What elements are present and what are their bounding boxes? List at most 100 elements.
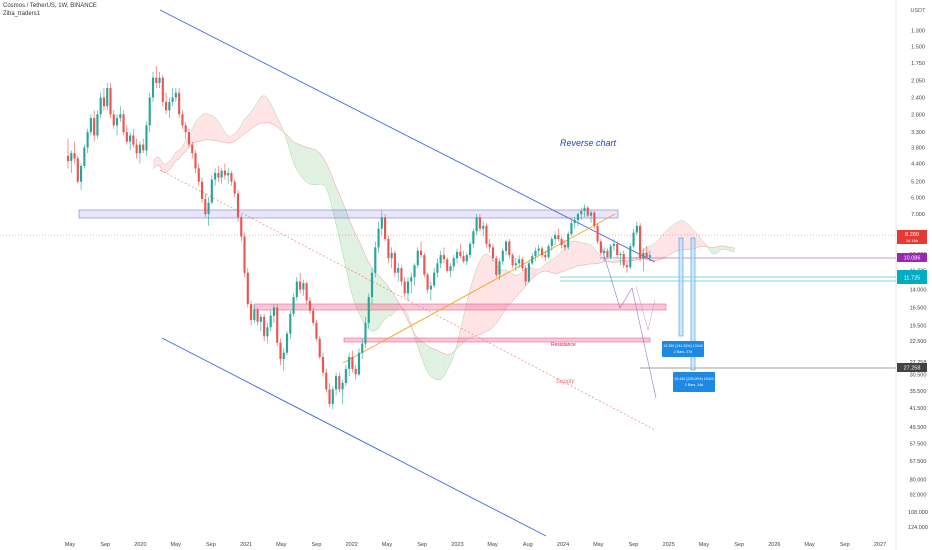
cloud-segment xyxy=(731,247,735,252)
candle-body xyxy=(259,316,262,322)
measure-box-2[interactable]: 19.430 (225.00%) 19420 2 Bars, 14d xyxy=(673,372,715,392)
candle-body xyxy=(292,297,295,314)
candle-body xyxy=(377,228,380,248)
candle-body xyxy=(491,247,495,259)
candle-body xyxy=(197,168,200,182)
candle-body xyxy=(174,92,177,98)
candles xyxy=(66,66,651,410)
candle-body xyxy=(537,248,540,251)
cloud-segment xyxy=(574,241,578,267)
cloud-segment xyxy=(571,241,575,269)
candle-body xyxy=(204,199,207,215)
candle-body xyxy=(380,217,383,229)
cloud-segment xyxy=(600,256,605,263)
candle-body xyxy=(593,212,596,226)
cloud-segment xyxy=(708,247,713,254)
candle-body xyxy=(563,245,566,248)
candle-body xyxy=(83,147,86,166)
cloud-segment xyxy=(512,273,516,301)
candle-body xyxy=(629,246,632,268)
cloud-segment xyxy=(437,350,441,381)
cloud-segment xyxy=(685,222,690,250)
cloud-segment xyxy=(430,347,435,379)
y-tick-label: 1.300 xyxy=(911,29,925,35)
candle-body xyxy=(70,153,73,162)
candle-body xyxy=(455,251,459,259)
candle-body xyxy=(308,300,311,311)
candle-body xyxy=(207,202,210,215)
candle-body xyxy=(524,268,527,282)
current-price-value: 8.280 xyxy=(905,232,919,238)
candle-body xyxy=(603,250,606,253)
x-axis: May Sep 2020 May Sep 2021 May Sep 2022 May Sep 2023… xyxy=(65,542,886,548)
candle-body xyxy=(410,277,413,282)
cloud-segment xyxy=(669,225,673,255)
cloud-segment xyxy=(166,161,170,173)
x-tick-label: 2027 xyxy=(874,542,886,548)
cloud-segment xyxy=(440,352,444,381)
cloud-segment xyxy=(427,345,431,377)
candle-body xyxy=(266,327,269,337)
cloud-segment xyxy=(290,138,294,164)
trendline xyxy=(342,213,616,364)
cloud-segment xyxy=(224,132,229,144)
candle-body xyxy=(586,207,589,216)
cloud-segment xyxy=(208,114,212,141)
candle-body xyxy=(125,132,128,142)
x-tick-label: Sep xyxy=(734,542,744,548)
cloud-segment xyxy=(483,253,487,333)
cyan-price-value: 11.725 xyxy=(904,276,920,282)
candle-body xyxy=(419,250,423,256)
measure-box-1[interactable]: 13.260 (141.33%) 13440 2 Bars, 27d xyxy=(662,341,704,357)
candle-body xyxy=(135,144,138,154)
cloud-segment xyxy=(577,241,582,266)
x-tick-label: Sep xyxy=(100,542,110,548)
cloud-segment xyxy=(162,163,167,173)
y-tick-label: 6.000 xyxy=(911,195,925,201)
x-tick-label: Sep xyxy=(312,542,322,548)
y-tick-label: 92.000 xyxy=(910,493,927,499)
candle-body xyxy=(285,333,289,353)
x-tick-label: Sep xyxy=(206,542,216,548)
y-tick-label: 16.500 xyxy=(910,305,927,311)
cloud-segment xyxy=(548,259,552,273)
cloud-segment xyxy=(558,251,562,274)
cloud-segment xyxy=(267,98,271,124)
candle-body xyxy=(168,101,171,111)
candle-body xyxy=(171,97,174,102)
cloud-segment xyxy=(247,112,252,132)
cloud-segment xyxy=(205,113,209,140)
candle-body xyxy=(485,225,488,244)
candle-body xyxy=(400,268,403,282)
candle-body xyxy=(151,77,155,98)
candle-body xyxy=(495,258,498,275)
cloud-segment xyxy=(306,147,310,185)
candle-body xyxy=(426,274,429,290)
resistance-zone xyxy=(343,337,651,343)
cloud-segment xyxy=(721,245,726,250)
candle-body xyxy=(573,220,576,224)
cloud-segment xyxy=(231,133,235,143)
candle-body xyxy=(642,252,645,259)
candle-body xyxy=(305,283,308,301)
y-tick-label: 14.000 xyxy=(910,288,927,294)
candle-body xyxy=(547,246,550,258)
cloud-segment xyxy=(277,117,281,130)
candle-body xyxy=(361,343,364,353)
cloud-segment xyxy=(676,221,680,252)
x-tick-label: May xyxy=(804,542,815,548)
axis-unit-label: USDT xyxy=(911,8,927,14)
cloud-segment xyxy=(561,246,565,272)
x-tick-label: May xyxy=(65,542,76,548)
cloud-segment xyxy=(584,243,588,265)
current-price-countdown: 1d 16h xyxy=(906,238,918,243)
x-tick-label: 2020 xyxy=(134,542,146,548)
candle-body xyxy=(625,265,629,268)
candle-body xyxy=(472,231,475,244)
cloud-segment xyxy=(362,248,366,326)
candle-body xyxy=(580,210,583,215)
candle-body xyxy=(518,259,521,264)
cloud-segment xyxy=(211,115,216,141)
candle-body xyxy=(560,238,563,246)
